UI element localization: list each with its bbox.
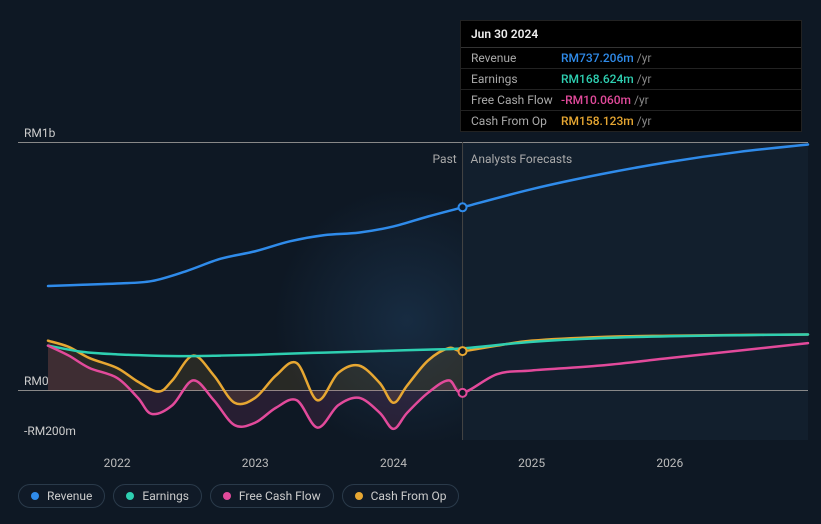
legend-item-revenue[interactable]: Revenue	[18, 484, 105, 508]
chart-area: RM1bRM0-RM200m PastAnalysts Forecasts 20…	[18, 120, 808, 440]
tooltip-title: Jun 30 2024	[461, 21, 801, 48]
legend-item-free-cash-flow[interactable]: Free Cash Flow	[210, 484, 334, 508]
tooltip-unit: /yr	[637, 114, 652, 128]
legend-item-cash-from-op[interactable]: Cash From Op	[342, 484, 460, 508]
marker-revenue	[459, 203, 467, 211]
legend-label: Revenue	[47, 489, 92, 503]
line-earnings	[48, 334, 808, 356]
x-tick-label: 2025	[518, 456, 545, 470]
tooltip-key: Revenue	[471, 51, 561, 65]
tooltip-value: RM737.206m	[561, 51, 634, 65]
tooltip-row: RevenueRM737.206m/yr	[461, 48, 801, 69]
legend-dot	[223, 492, 231, 500]
x-tick-label: 2023	[242, 456, 269, 470]
tooltip-unit: /yr	[637, 72, 652, 86]
tooltip-row: Cash From OpRM158.123m/yr	[461, 111, 801, 131]
legend-dot	[355, 492, 363, 500]
x-tick-label: 2022	[104, 456, 131, 470]
marker-cfo	[459, 347, 467, 355]
tooltip-unit: /yr	[637, 51, 652, 65]
tooltip-rows: RevenueRM737.206m/yrEarningsRM168.624m/y…	[461, 48, 801, 131]
tooltip-value: -RM10.060m	[561, 93, 631, 107]
line-revenue	[48, 144, 808, 286]
x-tick-label: 2024	[380, 456, 407, 470]
tooltip: Jun 30 2024 RevenueRM737.206m/yrEarnings…	[460, 20, 802, 132]
tooltip-key: Cash From Op	[471, 114, 561, 128]
legend-label: Cash From Op	[371, 489, 447, 503]
tooltip-row: Free Cash Flow-RM10.060m/yr	[461, 90, 801, 111]
chart-svg	[18, 120, 818, 450]
fcf-fill	[48, 346, 463, 429]
legend-dot	[31, 492, 39, 500]
legend-item-earnings[interactable]: Earnings	[113, 484, 202, 508]
legend-label: Earnings	[142, 489, 189, 503]
legend-label: Free Cash Flow	[239, 489, 321, 503]
tooltip-value: RM168.624m	[561, 72, 634, 86]
x-tick-label: 2026	[656, 456, 683, 470]
tooltip-key: Earnings	[471, 72, 561, 86]
marker-fcf	[459, 389, 467, 397]
tooltip-key: Free Cash Flow	[471, 93, 561, 107]
tooltip-unit: /yr	[634, 93, 649, 107]
legend-dot	[126, 492, 134, 500]
tooltip-row: EarningsRM168.624m/yr	[461, 69, 801, 90]
legend: Revenue Earnings Free Cash Flow Cash From O…	[18, 484, 459, 508]
tooltip-value: RM158.123m	[561, 114, 634, 128]
